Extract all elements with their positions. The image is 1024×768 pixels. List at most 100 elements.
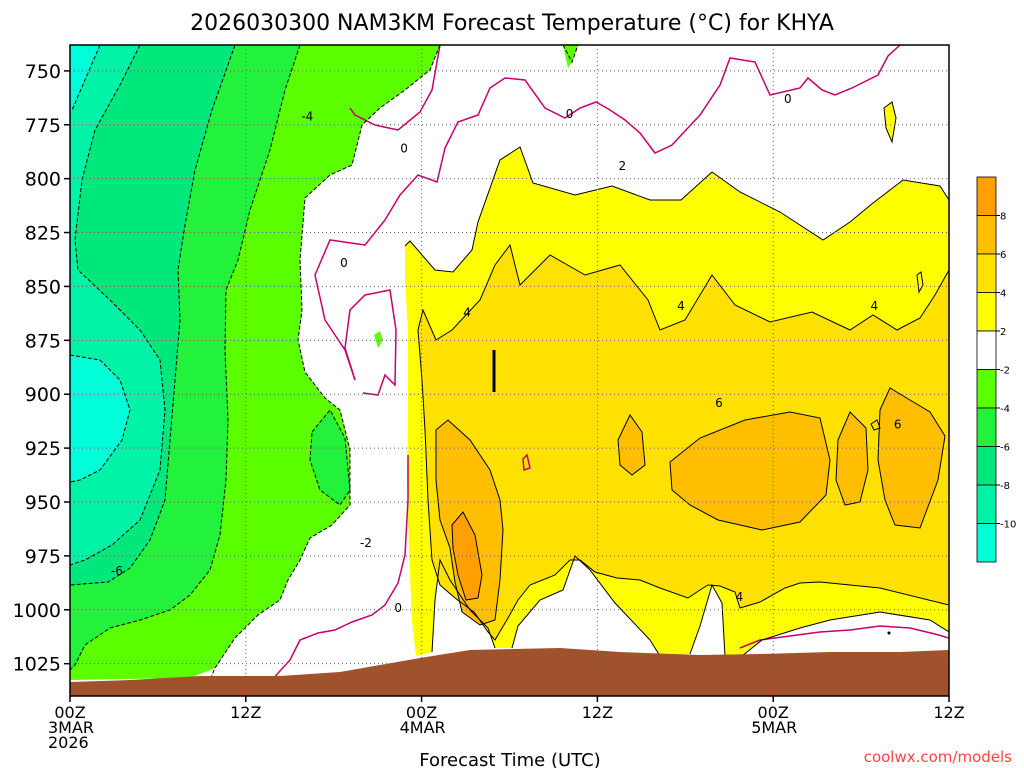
- colorbar-label: 6: [1000, 250, 1006, 261]
- field-region-minus4-minus6: [310, 410, 350, 505]
- colorbar-bin: [976, 215, 997, 255]
- contour-label: -4: [301, 109, 313, 123]
- x-tick-label: 00Z: [758, 703, 789, 722]
- x-tick-label: 00Z: [54, 703, 85, 722]
- colorbar-bin: [976, 407, 997, 447]
- y-tick-label: 825: [25, 223, 61, 245]
- y-tick-label: 975: [25, 546, 61, 568]
- field-region-6-8: [878, 388, 945, 528]
- colorbar-bin: [976, 484, 997, 524]
- contour-minus6: [70, 45, 236, 586]
- contour-0: [522, 453, 531, 472]
- contour-label: 6: [894, 418, 902, 432]
- field-region-6-8: [618, 415, 645, 475]
- y-tick-label: 800: [25, 169, 61, 191]
- colorbar-bin: [976, 176, 997, 216]
- grid: [70, 45, 949, 696]
- x-tick-label: 4MAR: [400, 718, 446, 737]
- contour-2: [431, 558, 496, 653]
- colorbar-bin: [976, 292, 997, 332]
- contour-2: [741, 611, 949, 657]
- contour-minus8: [70, 45, 166, 566]
- contour-label: -6: [111, 564, 123, 578]
- contour-2: [404, 146, 949, 273]
- contour-label: 4: [463, 305, 471, 319]
- contour-minus2: [562, 45, 579, 64]
- y-tick-label: 775: [25, 115, 61, 137]
- contour-2: [883, 101, 897, 144]
- field-region-minus2-minus4: [374, 331, 383, 348]
- colorbar-bin: [976, 330, 997, 370]
- contour-0: [314, 45, 901, 381]
- y-tick-label: 850: [25, 276, 61, 298]
- x-axis-label: Forecast Time (UTC): [419, 750, 600, 768]
- contour-label: 4: [677, 299, 685, 313]
- contour-0: [269, 455, 409, 683]
- contour-0: [349, 45, 441, 131]
- field-region-minus2-minus4: [563, 45, 578, 68]
- contour-lines: [70, 45, 949, 683]
- x-tick-label: 12Z: [582, 703, 613, 722]
- contour-label: 0: [394, 601, 402, 615]
- terrain: [70, 648, 949, 696]
- contour-label: 4: [736, 590, 744, 604]
- contour-6: [669, 411, 831, 531]
- colorbar-bin: [976, 253, 997, 293]
- contour-0: [344, 289, 397, 396]
- y-tick-label: 1025: [13, 654, 61, 676]
- y-tick-label: 900: [25, 384, 61, 406]
- x-tick-label: 00Z: [406, 703, 437, 722]
- colorbar-label: -4: [1000, 404, 1010, 415]
- x-tick-label: 2026: [48, 733, 89, 752]
- contour-label: 6: [715, 396, 723, 410]
- contour-label: 4: [870, 299, 878, 313]
- contour-4: [417, 243, 949, 341]
- field-region-2-4: [884, 102, 896, 142]
- x-tick-label: 12Z: [230, 703, 261, 722]
- contour-6: [870, 419, 881, 431]
- contour-4: [417, 329, 949, 641]
- x-tick-label: 12Z: [933, 703, 964, 722]
- colorbar-bin: [976, 523, 997, 563]
- colorbar-bin: [976, 369, 997, 409]
- contour-minus10: [71, 45, 101, 111]
- colorbar-label: -6: [1000, 443, 1010, 454]
- contour-0: [739, 625, 949, 649]
- colorbar-label: 2: [1000, 327, 1006, 338]
- y-tick-label: 1000: [13, 600, 61, 622]
- contour-minus4: [70, 45, 301, 671]
- contour-label: 0: [566, 107, 574, 121]
- contour-label: 0: [340, 256, 348, 270]
- y-axis: 750 775 800 825 850 875 900 925 950 975 1000 1025: [13, 61, 70, 676]
- contour-label: 0: [784, 92, 792, 106]
- colorbar-label: 4: [1000, 289, 1006, 300]
- contour-6: [435, 419, 504, 626]
- contour-minus10: [70, 354, 131, 483]
- contour-6: [877, 387, 946, 529]
- contour-point: [887, 631, 891, 635]
- contour-6: [835, 411, 869, 506]
- y-tick-label: 875: [25, 330, 61, 352]
- x-tick-label: 3MAR: [48, 718, 94, 737]
- field-region-6-8: [670, 412, 830, 530]
- attribution-link[interactable]: coolwx.com/models: [864, 748, 1012, 766]
- contour-label: -2: [360, 536, 372, 550]
- field-region-6-8: [436, 420, 503, 625]
- temperature-field: [70, 45, 949, 696]
- y-tick-label: 925: [25, 438, 61, 460]
- contour-label: 2: [618, 159, 626, 173]
- contour-6: [617, 414, 646, 476]
- field-region-4-6: [418, 245, 949, 640]
- chart-title: 2026030300 NAM3KM Forecast Temperature (…: [190, 11, 834, 36]
- field-region-8-10: [452, 512, 482, 600]
- colorbar-label: -2: [1000, 366, 1010, 377]
- plot-frame: [69, 44, 950, 697]
- colorbar: -10 -8 -6 -4 -2 2 4 6 8: [976, 176, 1016, 563]
- contour-8: [451, 511, 483, 601]
- y-tick-label: 950: [25, 492, 61, 514]
- x-tick-label: 5MAR: [751, 718, 797, 737]
- colorbar-label: -10: [1000, 520, 1016, 531]
- contour-labels: -4 -6 -2 0 0 0 0 0 2 4 4 4 4 6 6: [111, 92, 902, 615]
